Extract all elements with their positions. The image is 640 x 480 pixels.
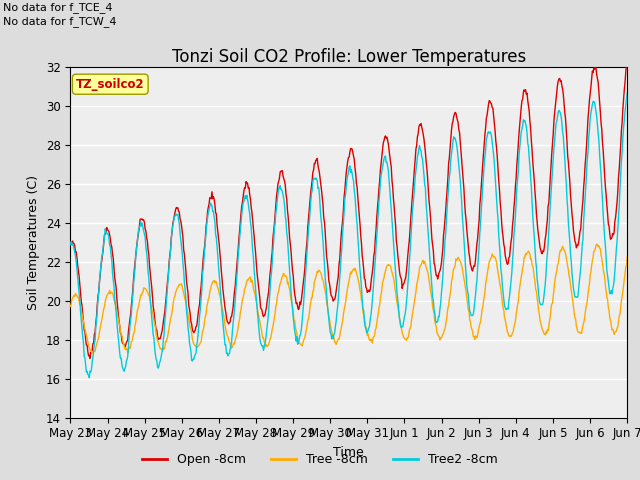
X-axis label: Time: Time (333, 446, 364, 459)
Title: Tonzi Soil CO2 Profile: Lower Temperatures: Tonzi Soil CO2 Profile: Lower Temperatur… (172, 48, 526, 66)
Text: No data for f_TCE_4: No data for f_TCE_4 (3, 2, 113, 13)
Text: No data for f_TCW_4: No data for f_TCW_4 (3, 16, 116, 27)
Text: TZ_soilco2: TZ_soilco2 (76, 78, 145, 91)
Legend: Open -8cm, Tree -8cm, Tree2 -8cm: Open -8cm, Tree -8cm, Tree2 -8cm (137, 448, 503, 471)
Y-axis label: Soil Temperatures (C): Soil Temperatures (C) (27, 175, 40, 310)
